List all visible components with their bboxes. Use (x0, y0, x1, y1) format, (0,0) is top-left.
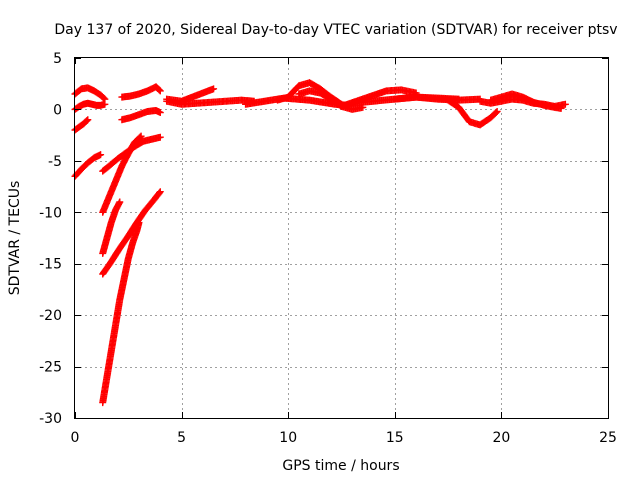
data-point (100, 94, 108, 102)
data-point (83, 117, 91, 125)
series-prn-f (99, 132, 145, 216)
data-points (71, 79, 569, 407)
y-tick-label: -15 (39, 257, 62, 273)
series-prn-c (71, 99, 109, 113)
y-tick-label: 5 (53, 51, 62, 67)
series-prn-m (163, 96, 258, 108)
data-point (561, 100, 569, 108)
y-tick-label: -25 (39, 360, 62, 376)
x-tick-label: 25 (599, 430, 617, 446)
data-point (155, 189, 163, 197)
chart-title: Day 137 of 2020, Sidereal Day-to-day VTE… (54, 22, 617, 38)
series-prn-b (71, 116, 92, 134)
x-axis-label: GPS time / hours (282, 458, 399, 474)
y-tick-label: -30 (39, 411, 62, 427)
y-tick-label: -5 (48, 154, 62, 170)
y-tick-label: -20 (39, 308, 62, 324)
data-point (136, 133, 144, 141)
data-point (210, 85, 218, 93)
series-prn-v (487, 90, 565, 112)
x-tick-label: 0 (71, 430, 80, 446)
data-point (492, 108, 500, 116)
data-point (493, 107, 501, 115)
data-point (557, 104, 565, 112)
y-axis-label: SDTVAR / TECUs (7, 181, 23, 296)
series-prn-k (118, 83, 164, 101)
series-prn-i (99, 219, 143, 407)
data-point (156, 133, 164, 141)
series-prn-s (391, 93, 484, 104)
data-point (135, 219, 143, 227)
data-point (156, 188, 164, 196)
plot-frame (74, 57, 609, 419)
x-tick-label: 20 (492, 430, 510, 446)
data-point (156, 87, 164, 95)
axis-ticks: 0 5 10 15 20 25 -30 -25 -20 -15 -10 -5 0 5 (39, 51, 617, 446)
data-point (101, 95, 109, 103)
data-point (156, 109, 164, 117)
y-tick-label: 0 (53, 102, 62, 118)
x-tick-label: 5 (177, 430, 186, 446)
data-point (116, 198, 124, 206)
data-point (155, 86, 163, 94)
data-point (137, 132, 145, 140)
series-prn-d (71, 84, 109, 103)
x-tick-label: 15 (386, 430, 404, 446)
y-tick-label: -10 (39, 205, 62, 221)
series-prn-a (71, 151, 105, 180)
x-tick-label: 10 (279, 430, 297, 446)
data-point (97, 151, 105, 159)
data-point (84, 116, 92, 124)
series-prn-g (99, 198, 124, 257)
series-prn-j (118, 106, 164, 124)
series-prn-t (444, 96, 501, 129)
